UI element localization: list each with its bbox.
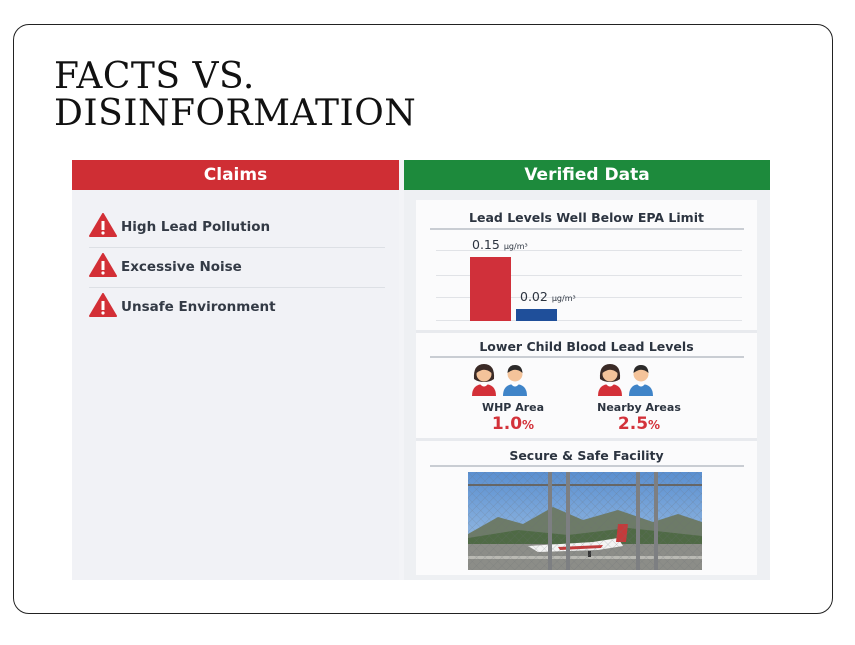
bar-value: 0.15 xyxy=(472,237,500,252)
children-icons xyxy=(470,362,529,400)
bar-value-label: 0.02 µg/m³ xyxy=(520,289,576,304)
title-line-1: FACTS VS. xyxy=(54,56,255,97)
area-percentage: 2.5% xyxy=(584,414,694,434)
bar xyxy=(470,257,511,321)
section-separator xyxy=(416,330,757,333)
gridline xyxy=(436,297,742,298)
bar-value-label: 0.15 µg/m³ xyxy=(472,237,528,252)
verified-header: Verified Data xyxy=(404,160,770,190)
gridline xyxy=(436,275,742,276)
claim-label: Excessive Noise xyxy=(121,259,242,275)
claim-label: High Lead Pollution xyxy=(121,219,271,235)
percentage-unit: % xyxy=(648,418,661,432)
warning-icon xyxy=(89,213,117,241)
claim-item: Excessive Noise xyxy=(89,247,385,288)
gridline xyxy=(436,250,742,251)
title-line-2: DISINFORMATION xyxy=(54,93,417,134)
girl-icon xyxy=(470,362,498,400)
claim-item: Unsafe Environment xyxy=(89,287,385,327)
bar-unit: µg/m³ xyxy=(551,294,576,303)
bar-value: 0.02 xyxy=(520,289,548,304)
verified-column: Verified Data Lead Levels Well Below EPA… xyxy=(404,160,770,580)
girl-icon xyxy=(596,362,624,400)
verified-panel: Lead Levels Well Below EPA Limit 0.15 µg… xyxy=(416,200,757,575)
area-percentage: 1.0% xyxy=(458,414,568,434)
claims-header: Claims xyxy=(72,160,399,190)
facility-title: Secure & Safe Facility xyxy=(509,448,664,463)
warning-icon xyxy=(89,293,117,321)
children-icons xyxy=(596,362,655,400)
bar-unit: µg/m³ xyxy=(503,242,528,251)
claim-item: High Lead Pollution xyxy=(89,207,385,248)
warning-icon xyxy=(89,253,117,281)
lead-chart-title: Lead Levels Well Below EPA Limit xyxy=(469,210,704,225)
divider xyxy=(430,228,744,230)
divider xyxy=(430,356,744,358)
claims-column: Claims High Lead Pollution Excessive Nois… xyxy=(72,160,399,580)
boy-icon xyxy=(627,362,655,400)
blood-title: Lower Child Blood Lead Levels xyxy=(479,339,694,354)
section-separator xyxy=(416,438,757,441)
area-label: WHP Area xyxy=(481,401,545,414)
area-label: Nearby Areas xyxy=(597,401,681,414)
percentage-value: 2.5 xyxy=(617,414,649,434)
percentage-value: 1.0 xyxy=(491,414,523,434)
gridline xyxy=(436,320,742,321)
bar xyxy=(516,309,557,321)
percentage-unit: % xyxy=(522,418,535,432)
divider xyxy=(430,465,744,467)
infographic: Claims High Lead Pollution Excessive Nois… xyxy=(72,160,770,580)
claim-label: Unsafe Environment xyxy=(121,299,276,315)
boy-icon xyxy=(501,362,529,400)
facility-photo xyxy=(468,472,702,570)
page-title: FACTS VS. DISINFORMATION xyxy=(54,58,416,132)
